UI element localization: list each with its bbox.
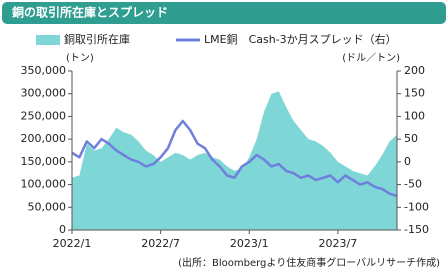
x-tick-label: 2023/7: [319, 237, 358, 250]
y-tick-label: 150,000: [21, 155, 67, 168]
title-bar: [2, 2, 446, 24]
stock-area: [72, 91, 397, 231]
y2-tick-label: 100: [404, 109, 425, 122]
x-tick-label: 2022/1: [53, 237, 92, 250]
x-tick-label: 2023/1: [230, 237, 269, 250]
legend-label: LME銅 Cash-3か月スプレッド（右）: [204, 32, 397, 46]
y2-tick-label: 0: [404, 155, 411, 168]
y-tick-label: 350,000: [21, 64, 67, 77]
y2-axis-label: (ドル／トン): [342, 52, 400, 64]
y-axis-label: (トン): [66, 53, 94, 64]
chart-title: 銅の取引所在庫とスプレッド: [11, 5, 168, 20]
y2-tick-label: 50: [404, 132, 418, 145]
y-tick-label: 50,000: [28, 200, 67, 213]
y-tick-label: 200,000: [21, 132, 67, 145]
y2-tick-label: -50: [404, 178, 422, 191]
y2-tick-label: -150: [404, 223, 429, 236]
y2-tick-label: 150: [404, 87, 425, 100]
legend-label: 銅取引所在庫: [64, 32, 130, 46]
x-tick-label: 2022/7: [141, 237, 180, 250]
y2-tick-label: -100: [404, 200, 429, 213]
y-tick-label: 250,000: [21, 109, 67, 122]
source-note: (出所：Bloombergより住友商事グローバルリサーチ作成): [178, 256, 440, 269]
spread-line: [71, 119, 398, 198]
y-tick-label: 300,000: [21, 87, 67, 100]
y-tick-label: 0: [59, 223, 66, 236]
y-tick-label: 100,000: [21, 178, 67, 191]
y2-tick-label: 200: [404, 64, 425, 77]
legend-swatch: [36, 35, 60, 45]
